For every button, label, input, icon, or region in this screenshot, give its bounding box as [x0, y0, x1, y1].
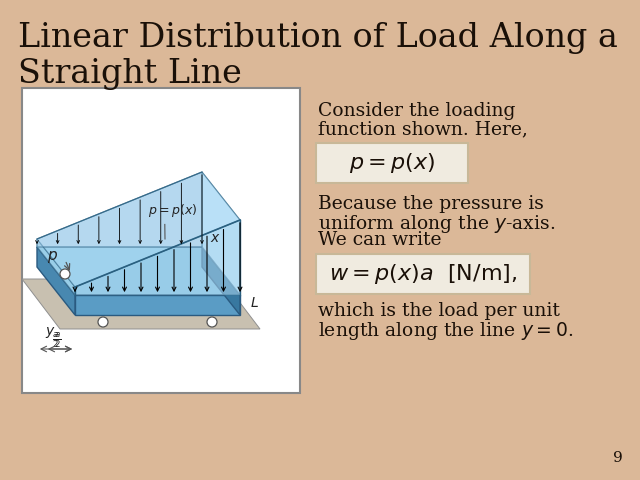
Polygon shape: [37, 247, 240, 295]
Polygon shape: [202, 172, 240, 295]
Text: $x$: $x$: [210, 231, 221, 245]
Polygon shape: [37, 239, 75, 295]
Polygon shape: [202, 247, 240, 315]
Text: Because the pressure is: Because the pressure is: [318, 195, 544, 213]
Text: We can write: We can write: [318, 231, 442, 249]
Polygon shape: [37, 247, 75, 315]
Text: $y$: $y$: [45, 325, 56, 340]
Text: $p$: $p$: [47, 249, 58, 265]
Text: uniform along the $y$-axis.: uniform along the $y$-axis.: [318, 213, 555, 235]
Text: $\frac{a}{2}$: $\frac{a}{2}$: [54, 330, 62, 350]
Text: $p = p(x)$: $p = p(x)$: [148, 203, 198, 219]
FancyBboxPatch shape: [316, 143, 468, 183]
Text: $\frac{a}{2}$: $\frac{a}{2}$: [52, 330, 60, 350]
Circle shape: [207, 317, 217, 327]
Polygon shape: [37, 172, 202, 247]
Text: $w = p(x)a\ \ \mathrm{[N/m]},$: $w = p(x)a\ \ \mathrm{[N/m]},$: [329, 262, 517, 286]
Polygon shape: [75, 220, 240, 295]
Polygon shape: [22, 279, 260, 329]
Circle shape: [60, 269, 70, 279]
Polygon shape: [75, 295, 240, 315]
Text: function shown. Here,: function shown. Here,: [318, 120, 528, 138]
Text: Consider the loading: Consider the loading: [318, 102, 515, 120]
Text: $p = p(x)$: $p = p(x)$: [349, 151, 435, 175]
Text: Linear Distribution of Load Along a: Linear Distribution of Load Along a: [18, 22, 618, 54]
Circle shape: [98, 317, 108, 327]
Text: Straight Line: Straight Line: [18, 58, 242, 90]
Text: $L$: $L$: [250, 296, 259, 310]
Text: 9: 9: [613, 451, 623, 465]
Polygon shape: [37, 172, 240, 287]
FancyBboxPatch shape: [316, 254, 530, 294]
Bar: [22, 88, 300, 393]
Text: which is the load per unit: which is the load per unit: [318, 302, 560, 320]
Text: length along the line $y = 0$.: length along the line $y = 0$.: [318, 320, 573, 342]
